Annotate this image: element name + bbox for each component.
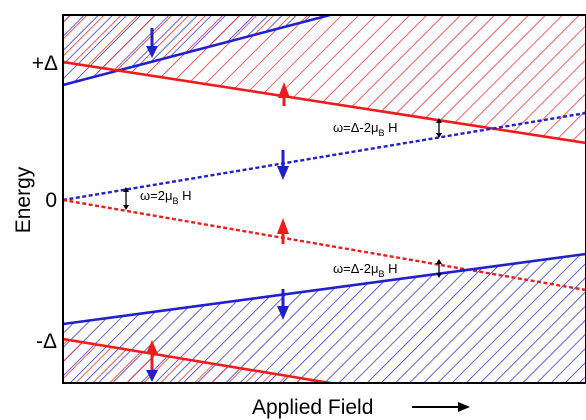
lower-gap-double-arrow xyxy=(436,259,442,278)
zero-down-spin-level xyxy=(63,111,586,202)
spin-arrows xyxy=(146,28,290,382)
up-arrow-icon xyxy=(277,218,289,244)
upper-gap-double-arrow xyxy=(436,118,442,138)
gap-indicators xyxy=(123,118,442,278)
lower-gap-label: ω=Δ-2μB H xyxy=(333,261,398,279)
lower-down-spin-edge xyxy=(63,252,586,326)
level-lines xyxy=(63,15,586,383)
x-axis-label: Applied Field xyxy=(252,396,373,419)
upper-down-spin-edge xyxy=(63,15,331,87)
upper-up-spin-band xyxy=(63,15,586,143)
tick-label-zero: 0 xyxy=(45,189,57,212)
middle-gap-label: ω=2μB H xyxy=(140,188,191,206)
lower-up-spin-edge xyxy=(63,337,331,383)
down-arrow-icon xyxy=(146,28,158,58)
middle-gap-double-arrow xyxy=(123,187,129,210)
upper-up-spin-edge xyxy=(63,60,586,145)
down-arrow-icon xyxy=(277,289,289,320)
zero-up-spin-level xyxy=(63,198,586,292)
plot-frame xyxy=(62,14,586,384)
upper-gap-label: ω=Δ-2μB H xyxy=(333,120,398,138)
tick-label-plus-delta: +Δ xyxy=(32,52,58,75)
up-arrow-icon xyxy=(278,82,290,106)
down-arrow-icon xyxy=(277,150,289,180)
x-axis-arrow-icon xyxy=(412,402,470,412)
y-axis-label: Energy xyxy=(12,166,35,233)
tick-label-minus-delta: -Δ xyxy=(36,330,57,353)
lower-down-spin-band xyxy=(63,254,586,383)
up-down-arrow-icon xyxy=(146,340,158,382)
